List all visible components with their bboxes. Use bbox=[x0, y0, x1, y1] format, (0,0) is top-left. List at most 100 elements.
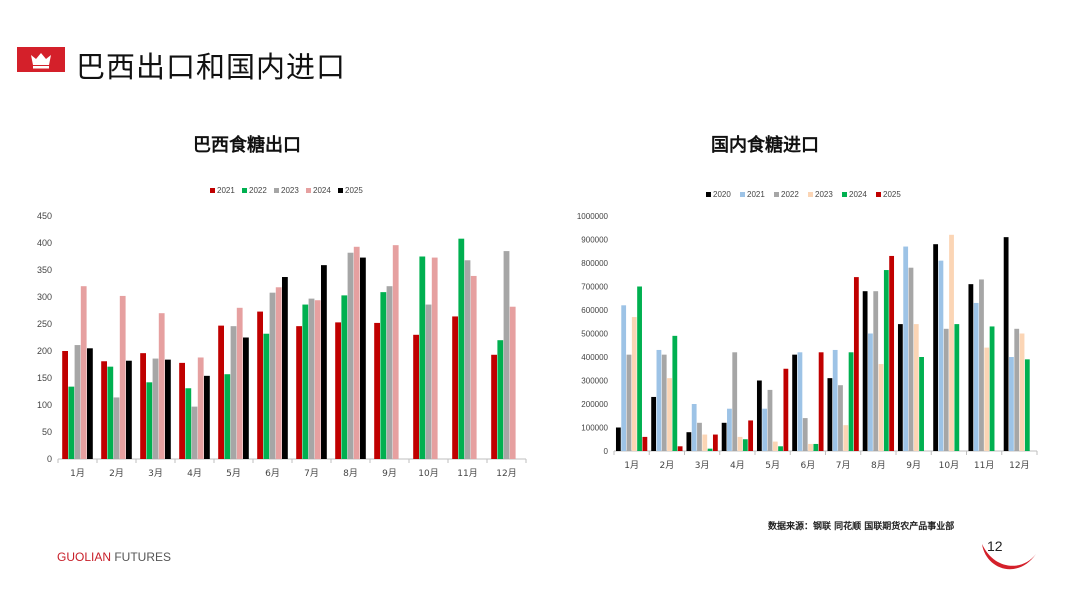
crown-icon bbox=[31, 53, 51, 69]
bar-brazil-2024-12 bbox=[509, 306, 516, 459]
legend-swatch-brazil-2021 bbox=[210, 188, 215, 193]
bar-import-2020-3 bbox=[686, 432, 692, 451]
x-tick-label-brazil-1: 2月 bbox=[109, 468, 124, 479]
x-tick-label-brazil-7: 8月 bbox=[343, 468, 358, 479]
bar-brazil-2021-8 bbox=[335, 322, 341, 459]
bar-brazil-2021-10 bbox=[413, 334, 419, 459]
bar-import-2021-3 bbox=[691, 404, 697, 451]
bar-import-2022-11 bbox=[979, 279, 984, 451]
y-tick-label-brazil-6: 300 bbox=[37, 292, 52, 302]
x-tick-label-import-9: 10月 bbox=[939, 460, 959, 471]
bar-brazil-2024-3 bbox=[158, 313, 165, 459]
y-tick-label-brazil-2: 100 bbox=[37, 400, 52, 410]
bar-import-2024-3 bbox=[707, 448, 713, 451]
bar-brazil-2024-9 bbox=[392, 245, 399, 459]
bar-import-2024-5 bbox=[778, 446, 783, 451]
bar-brazil-2022-2 bbox=[107, 366, 114, 459]
legend-label-import-2021: 2021 bbox=[747, 190, 765, 199]
bar-import-2024-10 bbox=[954, 324, 960, 451]
bar-import-2022-9 bbox=[908, 267, 914, 451]
bar-import-2025-4 bbox=[748, 420, 754, 451]
bar-brazil-2025-8 bbox=[360, 257, 366, 459]
bar-brazil-2023-2 bbox=[113, 397, 120, 459]
x-tick-label-brazil-11: 12月 bbox=[496, 468, 516, 479]
legend-swatch-brazil-2024 bbox=[306, 188, 311, 193]
bar-import-2023-2 bbox=[667, 378, 672, 451]
bar-brazil-2025-2 bbox=[126, 360, 132, 459]
bar-brazil-2023-12 bbox=[503, 251, 510, 459]
bar-import-2022-8 bbox=[873, 291, 879, 451]
bar-import-2021-5 bbox=[762, 408, 768, 451]
bar-import-2022-2 bbox=[661, 354, 667, 451]
bar-brazil-2022-9 bbox=[380, 292, 387, 459]
x-tick-label-brazil-2: 3月 bbox=[148, 468, 163, 479]
bar-import-2023-11 bbox=[984, 347, 990, 451]
bar-import-2023-7 bbox=[843, 425, 849, 451]
bar-import-2023-8 bbox=[878, 364, 884, 451]
bar-brazil-2021-7 bbox=[296, 326, 302, 459]
bar-brazil-2023-5 bbox=[230, 326, 237, 459]
legend-swatch-brazil-2025 bbox=[338, 188, 343, 193]
bar-import-2024-12 bbox=[1024, 359, 1030, 451]
y-tick-label-import-2: 200000 bbox=[581, 400, 608, 409]
chart-title-import: 国内食糖进口 bbox=[711, 135, 819, 156]
bar-brazil-2022-7 bbox=[302, 304, 309, 459]
x-tick-label-brazil-10: 11月 bbox=[457, 468, 477, 479]
bar-brazil-2022-1 bbox=[68, 386, 75, 459]
x-tick-label-import-8: 9月 bbox=[906, 460, 921, 471]
y-tick-label-import-7: 700000 bbox=[581, 283, 608, 292]
bar-brazil-2024-6 bbox=[275, 287, 282, 459]
bar-brazil-2023-7 bbox=[308, 298, 315, 459]
legend-label-import-2023: 2023 bbox=[815, 190, 833, 199]
y-tick-label-brazil-4: 200 bbox=[37, 346, 52, 356]
legend-label-import-2025: 2025 bbox=[883, 190, 901, 199]
data-source: 数据来源：钢联 同花顺 国联期货农产品事业部 bbox=[768, 522, 955, 532]
x-tick-label-import-1: 2月 bbox=[660, 460, 675, 471]
bar-import-2021-6 bbox=[797, 352, 803, 451]
x-tick-label-brazil-5: 6月 bbox=[265, 468, 280, 479]
bar-import-2023-5 bbox=[772, 441, 778, 451]
bar-import-2022-10 bbox=[943, 328, 949, 451]
bar-brazil-2025-7 bbox=[321, 265, 327, 459]
bar-brazil-2021-4 bbox=[179, 362, 185, 459]
bar-import-2025-7 bbox=[853, 277, 859, 451]
x-tick-label-brazil-4: 5月 bbox=[226, 468, 241, 479]
bar-brazil-2023-6 bbox=[269, 292, 276, 459]
bar-brazil-2025-6 bbox=[282, 277, 288, 459]
bar-import-2025-1 bbox=[642, 436, 648, 451]
bar-import-2021-10 bbox=[938, 260, 944, 451]
swoosh-decoration bbox=[982, 544, 1036, 570]
page-title: 巴西出口和国内进口 bbox=[76, 50, 347, 84]
x-tick-label-brazil-9: 10月 bbox=[418, 468, 438, 479]
bar-brazil-2022-3 bbox=[146, 382, 153, 459]
bar-import-2020-10 bbox=[933, 244, 939, 451]
y-tick-label-import-4: 400000 bbox=[581, 353, 608, 362]
bar-brazil-2024-8 bbox=[353, 246, 360, 459]
bar-import-2024-9 bbox=[919, 357, 924, 451]
legend-swatch-import-2020 bbox=[706, 192, 711, 197]
x-tick-label-brazil-8: 9月 bbox=[382, 468, 397, 479]
y-tick-label-brazil-5: 250 bbox=[37, 319, 52, 329]
bar-import-2024-6 bbox=[813, 443, 819, 451]
bar-brazil-2023-1 bbox=[74, 345, 81, 459]
bar-brazil-2021-2 bbox=[101, 361, 107, 459]
bar-brazil-2024-10 bbox=[431, 257, 438, 459]
bar-import-2025-6 bbox=[818, 352, 824, 451]
x-tick-label-import-4: 5月 bbox=[765, 460, 780, 471]
bar-import-2025-3 bbox=[712, 434, 718, 451]
legend-label-brazil-2021: 2021 bbox=[217, 186, 235, 195]
bar-brazil-2021-5 bbox=[218, 325, 224, 459]
bar-brazil-2022-12 bbox=[497, 340, 504, 459]
bar-import-2022-5 bbox=[767, 389, 773, 451]
bar-brazil-2021-11 bbox=[452, 316, 458, 459]
bar-brazil-2021-9 bbox=[374, 322, 380, 459]
page-number: 12 bbox=[987, 538, 1003, 554]
y-tick-label-import-8: 800000 bbox=[581, 259, 608, 268]
y-tick-label-import-10: 1000000 bbox=[577, 212, 609, 221]
bar-import-2025-2 bbox=[677, 446, 683, 451]
legend-swatch-import-2024 bbox=[842, 192, 847, 197]
legend-swatch-import-2025 bbox=[876, 192, 881, 197]
y-tick-label-import-1: 100000 bbox=[581, 424, 608, 433]
bar-brazil-2025-4 bbox=[204, 375, 210, 459]
